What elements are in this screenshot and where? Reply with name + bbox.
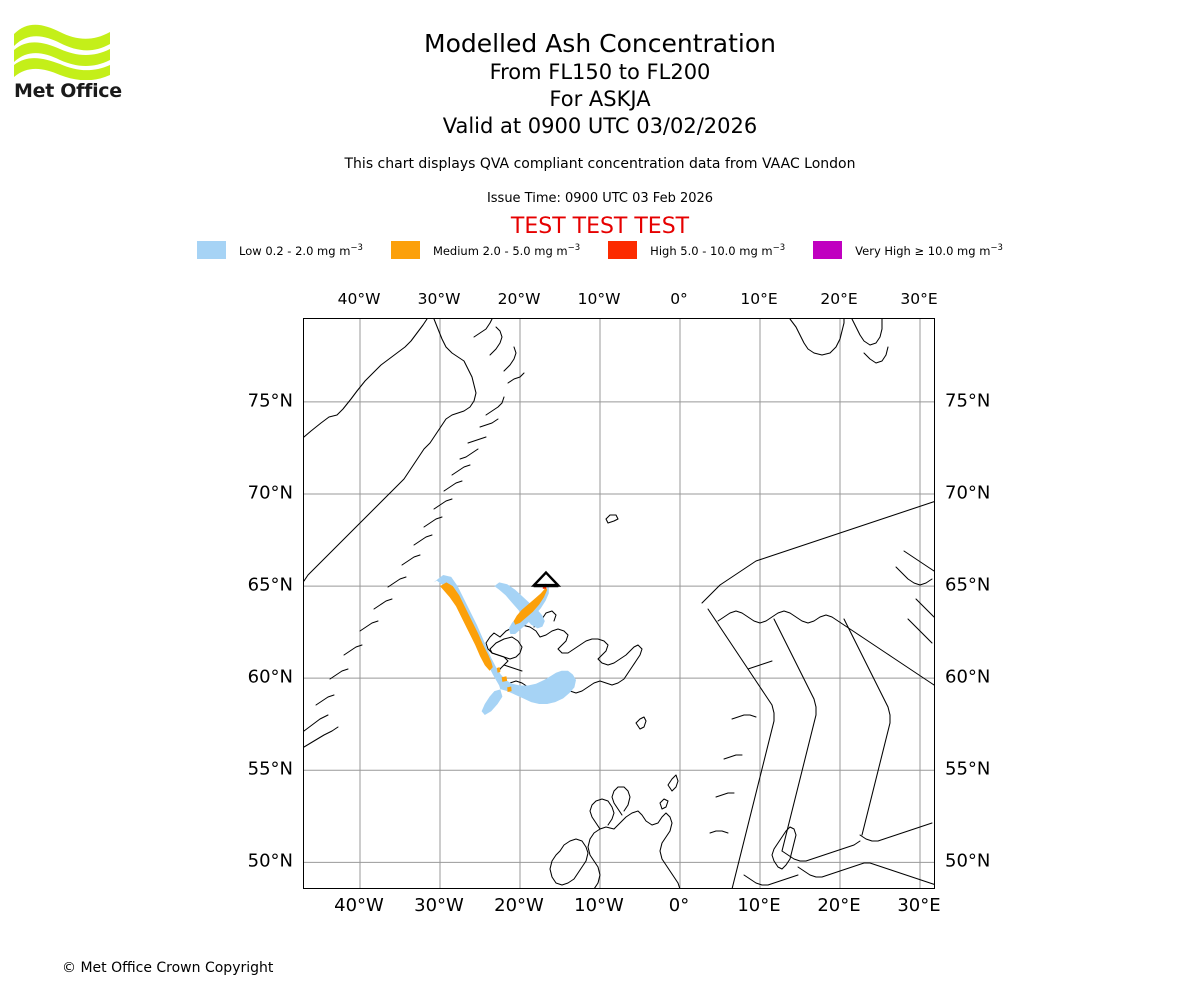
legend-item-high: High 5.0 - 10.0 mg m−3 [608, 241, 785, 259]
ash-concentration-map[interactable] [303, 318, 935, 889]
flight-level-line: From FL150 to FL200 [489, 60, 711, 84]
lat-tick-right-55°N: 55°N [945, 758, 991, 780]
issue-time: Issue Time: 0900 UTC 03 Feb 2026 [486, 191, 714, 206]
lon-tick-top-30°E: 30°E [900, 290, 938, 308]
legend-swatch-medium [390, 241, 420, 259]
qva-note: This chart displays QVA compliant concen… [344, 156, 856, 172]
lon-tick-bottom-20°W: 20°W [494, 895, 544, 916]
lon-tick-bottom-30°W: 30°W [414, 895, 464, 916]
volcano-marker-askja[interactable] [530, 570, 562, 588]
lon-tick-top-10°W: 10°W [577, 290, 621, 308]
lat-tick-right-70°N: 70°N [945, 482, 991, 504]
legend-item-medium: Medium 2.0 - 5.0 mg m−3 [390, 241, 581, 259]
legend-label-medium: Medium 2.0 - 5.0 mg m−3 [432, 242, 581, 258]
legend-item-very-high: Very High ≥ 10.0 mg m−3 [813, 241, 1003, 259]
lat-tick-right-60°N: 60°N [945, 666, 991, 688]
lat-tick-right-75°N: 75°N [945, 390, 991, 412]
lat-tick-left-60°N: 60°N [247, 666, 293, 688]
lon-tick-top-30°W: 30°W [417, 290, 461, 308]
legend-item-low: Low 0.2 - 2.0 mg m−3 [197, 241, 363, 259]
lat-tick-right-65°N: 65°N [945, 574, 991, 596]
test-banner: TEST TEST TEST [510, 214, 690, 239]
legend-label-very-high: Very High ≥ 10.0 mg m−3 [855, 242, 1003, 258]
concentration-legend: Low 0.2 - 2.0 mg m−3 Medium 2.0 - 5.0 mg… [0, 241, 1200, 259]
lon-tick-top-10°E: 10°E [740, 290, 778, 308]
coastlines [304, 319, 934, 888]
legend-label-low: Low 0.2 - 2.0 mg m−3 [239, 242, 363, 258]
lat-tick-left-55°N: 55°N [247, 758, 293, 780]
lon-tick-top-20°W: 20°W [497, 290, 541, 308]
page-title: Modelled Ash Concentration [424, 29, 776, 58]
met-office-logo: Met Office [14, 22, 129, 112]
ash-plume-medium [440, 582, 548, 692]
map-frame [303, 318, 935, 889]
legend-swatch-very-high [813, 241, 843, 259]
valid-time-line: Valid at 0900 UTC 03/02/2026 [442, 114, 758, 138]
volcano-name-line: For ASKJA [549, 87, 651, 111]
logo-waves-icon [14, 24, 110, 80]
lon-tick-top-0°: 0° [670, 290, 688, 308]
lon-tick-bottom-0°: 0° [668, 895, 690, 916]
lon-tick-bottom-30°E: 30°E [897, 895, 941, 916]
lon-tick-top-20°E: 20°E [820, 290, 858, 308]
logo-wordmark: Met Office [14, 80, 122, 102]
map-canvas [304, 319, 934, 888]
lon-tick-bottom-10°W: 10°W [574, 895, 624, 916]
lon-tick-bottom-20°E: 20°E [817, 895, 861, 916]
legend-label-high: High 5.0 - 10.0 mg m−3 [650, 242, 786, 258]
lat-tick-left-65°N: 65°N [247, 574, 293, 596]
lat-tick-right-50°N: 50°N [945, 850, 991, 872]
lat-tick-left-50°N: 50°N [247, 850, 293, 872]
chart-title-block: Modelled Ash Concentration From FL150 to… [0, 28, 1200, 140]
map-gridlines [304, 319, 934, 888]
lon-tick-bottom-40°W: 40°W [334, 895, 384, 916]
legend-swatch-low [197, 241, 227, 259]
legend-swatch-high [608, 241, 638, 259]
lon-tick-bottom-10°E: 10°E [737, 895, 781, 916]
lat-tick-left-75°N: 75°N [247, 390, 293, 412]
copyright-notice: © Met Office Crown Copyright [62, 960, 274, 976]
lat-tick-left-70°N: 70°N [247, 482, 293, 504]
lon-tick-top-40°W: 40°W [337, 290, 381, 308]
